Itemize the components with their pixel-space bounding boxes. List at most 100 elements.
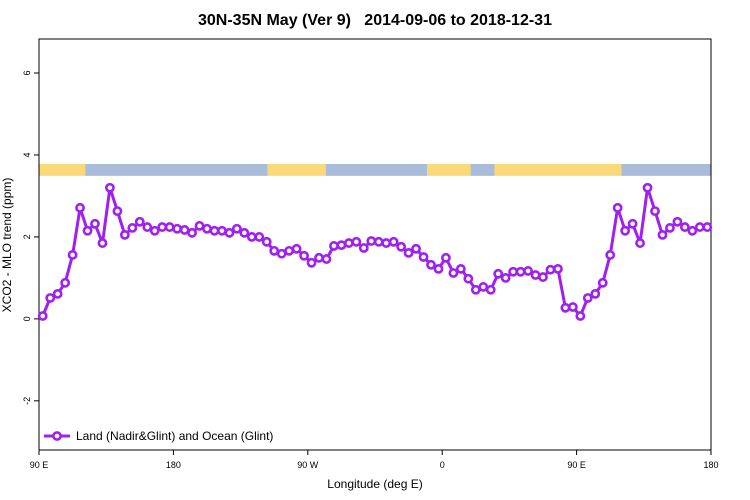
data-point [254, 232, 265, 242]
data-point [575, 311, 586, 321]
x-tick-label: 90 W [297, 460, 319, 470]
data-point [224, 227, 235, 238]
data-point [553, 263, 563, 274]
data-point [650, 206, 660, 217]
data-point [388, 236, 399, 247]
data-point [75, 202, 85, 213]
data-point [538, 272, 548, 282]
data-point [418, 252, 429, 262]
data-point [276, 248, 287, 259]
data-point [351, 236, 362, 247]
data-point [687, 225, 698, 236]
data-point [164, 222, 175, 232]
data-point [217, 225, 227, 236]
data-point [463, 273, 474, 284]
data-point [381, 238, 392, 248]
data-point [321, 254, 332, 264]
y-tick-label: 4 [22, 152, 32, 157]
data-point [134, 216, 145, 227]
data-point [112, 206, 123, 217]
data-point [493, 268, 504, 279]
data-point [127, 223, 138, 233]
data-point [515, 266, 526, 277]
data-point [202, 223, 212, 234]
data-point [187, 227, 197, 238]
data-point [485, 284, 496, 295]
data-point [426, 259, 436, 270]
x-tick-label: 180 [166, 460, 181, 470]
data-point [52, 288, 63, 299]
data-point [37, 311, 48, 321]
y-tick-label: 0 [22, 316, 32, 321]
data-point [396, 241, 407, 252]
data-point [597, 277, 608, 288]
data-point [635, 238, 645, 248]
data-point [582, 293, 593, 303]
data-point [560, 302, 571, 313]
data-point [284, 245, 295, 256]
data-point [329, 241, 339, 251]
data-point [231, 223, 242, 234]
data-point [358, 243, 369, 253]
surface-band [470, 163, 495, 176]
data-point [500, 272, 511, 283]
data-point [291, 243, 302, 254]
surface-band [494, 163, 622, 176]
data-point [90, 218, 100, 229]
data-point [306, 257, 317, 268]
legend-label: Land (Nadir&Glint) and Ocean (Glint) [76, 429, 273, 443]
data-point [60, 277, 71, 288]
surface-band [39, 163, 86, 176]
data-point [403, 248, 414, 258]
data-point [142, 222, 153, 232]
data-point [105, 182, 115, 193]
surface-band [325, 163, 428, 176]
data-point [448, 268, 459, 278]
data-point [82, 225, 93, 236]
data-point [455, 263, 466, 274]
data-point [612, 202, 623, 213]
data-point [523, 266, 533, 276]
data-point [478, 282, 489, 292]
data-point [590, 288, 601, 299]
data-point [239, 227, 250, 238]
data-point [620, 225, 631, 236]
data-point [67, 250, 78, 260]
data-point [179, 225, 190, 235]
data-point [299, 250, 309, 261]
data-point [343, 238, 354, 248]
data-point [149, 225, 160, 236]
x-tick-label: 180 [703, 460, 718, 470]
y-tick-label: 2 [22, 234, 32, 239]
data-point [679, 222, 690, 232]
data-point [366, 236, 377, 246]
data-point [172, 223, 183, 234]
surface-band [267, 163, 326, 176]
surface-band [85, 163, 268, 176]
data-point [470, 284, 481, 295]
data-point [508, 266, 519, 277]
y-axis-label: XCO2 - MLO trend (ppm) [0, 178, 14, 313]
data-point [194, 220, 205, 231]
data-point [657, 229, 668, 240]
data-point [45, 293, 56, 303]
data-point [261, 236, 272, 247]
data-point [567, 302, 578, 312]
data-point [336, 240, 347, 251]
data-point [157, 222, 168, 232]
data-point [433, 263, 444, 274]
data-point [642, 182, 653, 193]
x-tick-label: 90 E [30, 460, 49, 470]
x-tick-label: 0 [440, 460, 445, 470]
data-point [119, 229, 130, 240]
x-tick-label: 90 E [567, 460, 586, 470]
data-point [605, 250, 616, 260]
data-point [665, 223, 675, 233]
surface-band [621, 163, 711, 176]
data-point [627, 218, 638, 229]
data-point [246, 232, 257, 242]
data-point [97, 238, 108, 248]
data-point [694, 222, 705, 232]
y-tick-label: 6 [22, 71, 32, 76]
